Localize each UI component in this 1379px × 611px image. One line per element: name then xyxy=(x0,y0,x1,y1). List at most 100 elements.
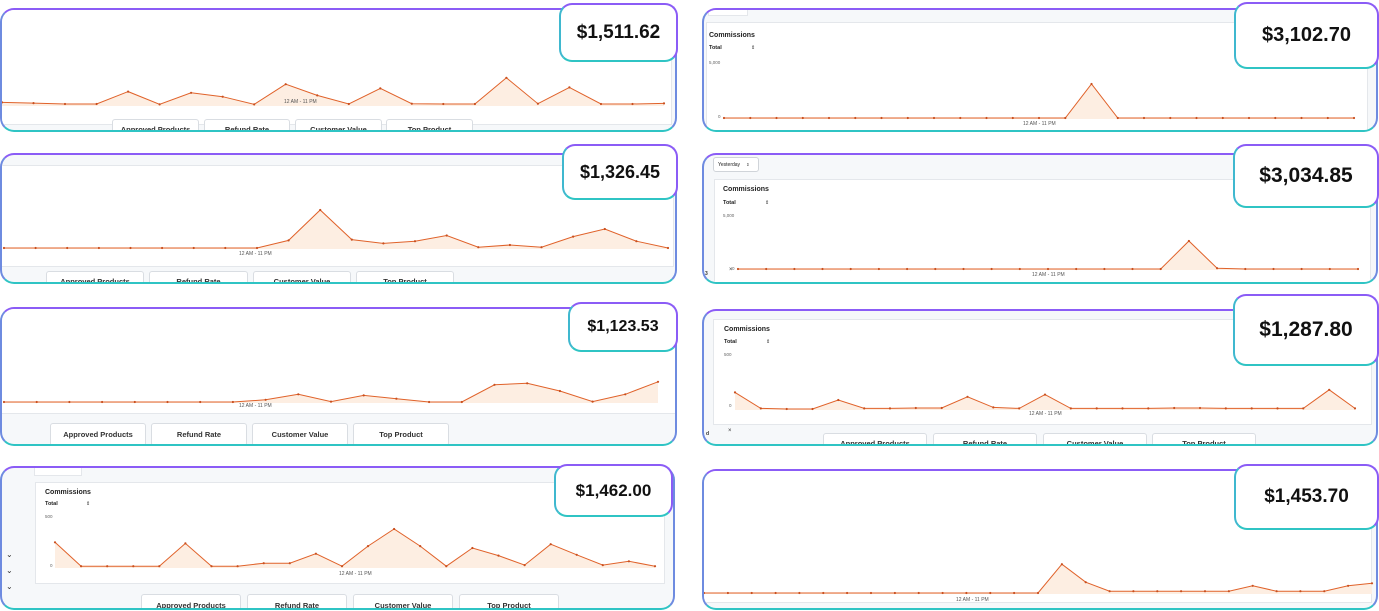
selector-arrow-icon[interactable]: ⇕ xyxy=(86,501,91,507)
refund-rate-button[interactable]: Refund Rate xyxy=(149,271,248,282)
chart-title: Commissions xyxy=(45,489,91,496)
data-point-2 xyxy=(750,591,753,595)
customer-value-button[interactable]: Customer Value xyxy=(253,271,351,282)
top-product-button[interactable]: Top Product xyxy=(459,594,559,608)
chevron-down-icon[interactable]: ⌄ xyxy=(6,566,13,575)
series-line xyxy=(724,83,1354,119)
data-point-7 xyxy=(224,246,227,250)
selector-arrow-icon[interactable]: ⇕ xyxy=(751,45,756,51)
x-axis-label: 12 AM - 11 PM xyxy=(1029,411,1062,417)
y-tick-zero: 0 xyxy=(729,403,732,408)
revenue-badge-7: $1,287.80 xyxy=(1233,294,1379,366)
data-point-2 xyxy=(63,102,67,106)
data-point-2 xyxy=(68,400,71,404)
data-point-19 xyxy=(603,227,606,231)
refund-rate-button[interactable]: Refund Rate xyxy=(204,119,290,130)
data-point-0 xyxy=(2,400,6,404)
approved-products-button[interactable]: Approved Products xyxy=(823,433,927,444)
data-point-13 xyxy=(1103,267,1106,271)
y-tick-zero: 0 xyxy=(718,114,721,119)
data-point-11 xyxy=(1018,407,1021,410)
approved-products-button[interactable]: Approved Products xyxy=(112,119,199,130)
approved-products-button[interactable]: Approved Products xyxy=(50,423,146,444)
data-point-21 xyxy=(1328,267,1331,271)
approved-products-button[interactable]: Approved Products xyxy=(141,594,241,608)
data-point-9 xyxy=(966,395,969,398)
data-point-16 xyxy=(1147,407,1150,410)
dropdown-stub xyxy=(34,468,82,476)
data-point-0 xyxy=(53,541,57,544)
data-point-8 xyxy=(932,116,936,120)
data-point-9 xyxy=(288,562,291,565)
top-product-button[interactable]: Top Product xyxy=(1152,433,1256,444)
data-point-15 xyxy=(1060,563,1063,566)
customer-value-button[interactable]: Customer Value xyxy=(252,423,348,444)
data-point-14 xyxy=(442,102,445,106)
data-point-19 xyxy=(1221,116,1224,120)
data-point-7 xyxy=(906,116,909,120)
top-product-button[interactable]: Top Product xyxy=(386,119,473,130)
customer-value-button[interactable]: Customer Value xyxy=(1043,433,1147,444)
data-point-18 xyxy=(568,86,571,89)
approved-products-button[interactable]: Approved Products xyxy=(46,271,144,282)
data-point-20 xyxy=(631,102,634,106)
total-selector[interactable]: Total xyxy=(723,200,736,206)
data-point-28 xyxy=(1370,582,1374,585)
data-point-6 xyxy=(880,116,883,120)
chevron-down-icon[interactable]: ⌄ xyxy=(6,582,13,591)
refund-rate-button[interactable]: Refund Rate xyxy=(151,423,247,444)
refund-rate-button[interactable]: Refund Rate xyxy=(247,594,347,608)
data-point-21 xyxy=(1274,116,1277,120)
refund-rate-button[interactable]: Refund Rate xyxy=(933,433,1037,444)
customer-value-button[interactable]: Customer Value xyxy=(295,119,382,130)
data-point-19 xyxy=(549,543,552,546)
data-point-10 xyxy=(941,591,944,595)
data-point-15 xyxy=(1116,116,1119,120)
area-fill xyxy=(55,529,655,568)
data-point-3 xyxy=(97,246,100,250)
data-point-12 xyxy=(366,545,370,548)
data-point-18 xyxy=(1244,267,1247,271)
y-tick-max: 500 xyxy=(724,352,732,357)
data-point-14 xyxy=(445,234,448,237)
data-point-0 xyxy=(736,267,740,271)
data-point-19 xyxy=(624,393,627,396)
data-point-24 xyxy=(1352,116,1356,120)
data-point-1 xyxy=(759,407,762,410)
data-point-21 xyxy=(601,564,604,567)
data-point-23 xyxy=(1328,388,1331,391)
customer-value-button[interactable]: Customer Value xyxy=(353,594,453,608)
area-fill xyxy=(735,389,1355,410)
data-point-27 xyxy=(1347,584,1350,587)
data-point-8 xyxy=(962,267,965,271)
data-point-18 xyxy=(523,564,526,567)
data-point-2 xyxy=(106,565,109,568)
chart-area-7 xyxy=(733,388,1357,411)
row-count: 3 xyxy=(705,271,708,277)
data-point-13 xyxy=(1069,407,1072,410)
revenue-badge-5: $3,102.70 xyxy=(1234,2,1379,69)
data-point-3 xyxy=(801,116,804,120)
data-point-12 xyxy=(1075,267,1078,271)
total-selector[interactable]: Total xyxy=(709,45,722,51)
data-point-6 xyxy=(192,246,195,250)
total-selector[interactable]: Total xyxy=(724,339,737,345)
chevron-down-icon[interactable]: ⌄ xyxy=(6,550,13,559)
data-point-13 xyxy=(1013,591,1016,595)
data-point-16 xyxy=(1084,581,1087,584)
total-selector[interactable]: Total xyxy=(45,501,58,507)
top-product-button[interactable]: Top Product xyxy=(353,423,449,444)
y-tick-zero: 0 xyxy=(50,563,53,568)
data-point-0 xyxy=(2,246,6,250)
data-point-4 xyxy=(129,246,132,250)
top-product-button[interactable]: Top Product xyxy=(356,271,454,282)
data-point-22 xyxy=(1302,407,1305,410)
close-icon[interactable]: × xyxy=(729,267,733,273)
selector-arrow-icon[interactable]: ⇕ xyxy=(766,339,771,345)
period-dropdown[interactable]: Yesterday ⇕ xyxy=(713,157,759,172)
close-icon[interactable]: × xyxy=(728,428,732,434)
data-point-9 xyxy=(990,267,993,271)
data-point-5 xyxy=(184,542,187,545)
selector-arrow-icon[interactable]: ⇕ xyxy=(765,200,770,206)
data-point-18 xyxy=(1132,590,1135,593)
